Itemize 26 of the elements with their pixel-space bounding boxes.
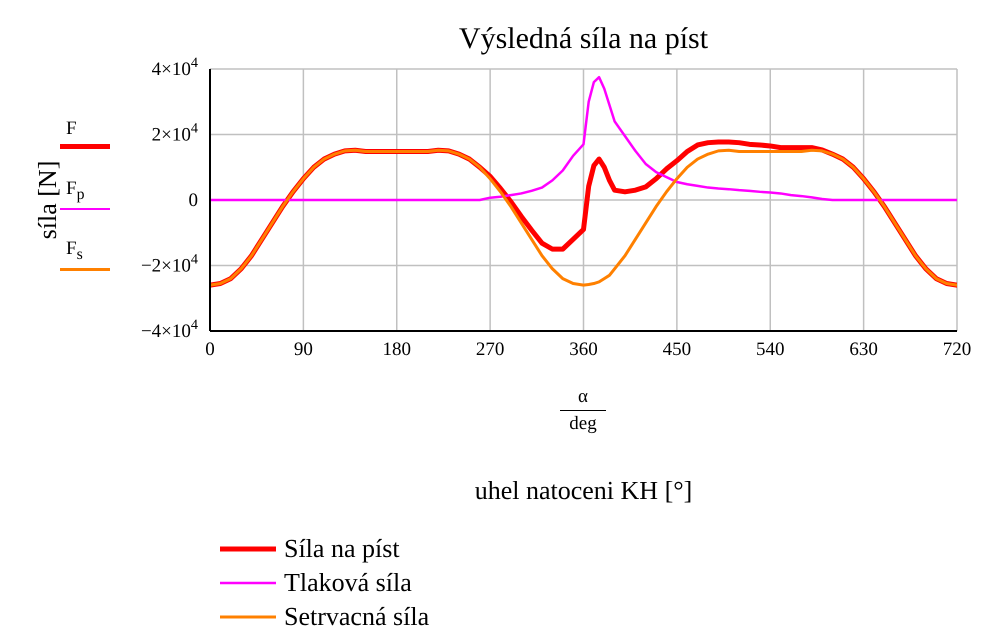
legend-label: Setrvacná síla	[284, 601, 430, 632]
text: deg	[569, 413, 597, 434]
x-axis-title: uhel natoceni KH [°]	[474, 476, 692, 505]
text: F$_{p}$	[66, 178, 84, 203]
x-tick-label: 720	[942, 339, 972, 360]
text: α	[578, 386, 588, 407]
x-tick-label: 540	[756, 339, 784, 360]
legend-label: Tlaková síla	[284, 567, 412, 599]
x-tick-label: 90	[294, 339, 313, 360]
y-tick-label: 2×10$^{4}$	[152, 120, 198, 146]
x-tick-label: 630	[849, 339, 878, 360]
x-tick-label: 270	[476, 339, 504, 360]
text: F$_{s}$	[66, 238, 83, 263]
legend-label: Síla na píst	[284, 533, 400, 565]
x-tick-label: 0	[205, 339, 215, 360]
chart-title: Výsledná síla na píst	[458, 22, 708, 55]
y-tick-label: −2×10$^{4}$	[140, 252, 198, 276]
text: F	[66, 118, 77, 139]
y-tick-label: 4×10$^{4}$	[152, 55, 198, 80]
y-axis-title: síla [N]	[33, 160, 62, 240]
x-tick-label: 450	[662, 339, 692, 360]
y-tick-label: 0	[188, 190, 198, 211]
x-tick-label: 180	[382, 339, 411, 360]
x-tick-label: 360	[569, 339, 598, 360]
y-tick-label: −4×10$^{4}$	[140, 317, 198, 342]
line-series	[210, 76, 957, 202]
